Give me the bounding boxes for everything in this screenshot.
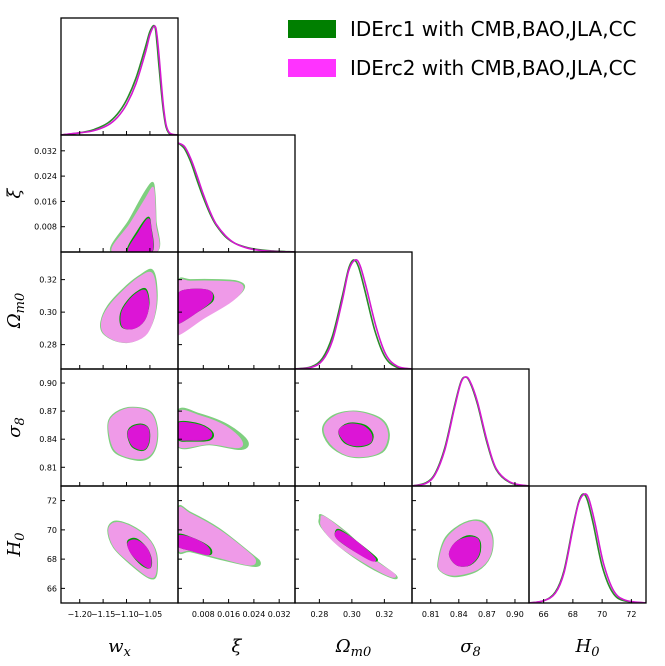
y-tick-label-xi: 0.016	[34, 197, 57, 206]
legend-swatch-iderc1	[288, 20, 336, 38]
y-tick-label-s8: 0.81	[39, 463, 57, 472]
panel-frame	[177, 134, 296, 253]
x-tick-label-wx: −1.05	[138, 610, 163, 619]
y-tick-label-xi: 0.008	[34, 223, 57, 232]
contour-xi-h0	[178, 504, 261, 567]
x-tick-label-wx: −1.20	[67, 610, 92, 619]
x-axis-label-xi: ξ	[232, 636, 243, 657]
contour-wx-s8	[107, 406, 159, 461]
marginal-curve-s8-iderc1	[412, 376, 529, 486]
y-tick-label-om: 0.32	[39, 276, 57, 285]
contour-inner-iderc2	[448, 536, 481, 567]
legend: IDErc1 with CMB,BAO,JLA,CC IDErc2 with C…	[288, 14, 637, 92]
x-axis-label-om: Ωm0	[335, 636, 372, 660]
y-tick-label-h0: 72	[47, 497, 57, 506]
x-tick-label-h0: 68	[568, 610, 578, 619]
x-tick-label-xi: 0.032	[268, 610, 291, 619]
contour-wx-xi	[109, 181, 161, 252]
marginal-curve-wx-iderc2	[61, 25, 178, 135]
x-tick-label-om: 0.32	[375, 610, 393, 619]
y-tick-label-s8: 0.84	[39, 435, 57, 444]
marginal-curve-h0-iderc2	[529, 493, 646, 603]
x-tick-label-xi: 0.016	[217, 610, 240, 619]
x-tick-label-wx: −1.10	[114, 610, 139, 619]
y-axis-label-om: Ωm0	[4, 293, 28, 330]
marginal-s8	[412, 376, 529, 486]
marginal-curve-om-iderc1	[295, 259, 412, 369]
x-tick-label-xi: 0.024	[242, 610, 265, 619]
marginal-curve-h0-iderc1	[529, 493, 646, 603]
contour-inner-iderc2	[338, 423, 373, 447]
y-tick-label-xi: 0.032	[34, 147, 57, 156]
y-tick-label-s8: 0.90	[39, 379, 57, 388]
y-tick-label-s8: 0.87	[39, 407, 57, 416]
legend-entry-iderc1: IDErc1 with CMB,BAO,JLA,CC	[288, 14, 637, 44]
legend-swatch-iderc2	[288, 59, 336, 77]
contour-inner-iderc2	[334, 530, 377, 562]
marginal-curve-s8-iderc2	[412, 376, 529, 486]
legend-label-iderc1: IDErc1 with CMB,BAO,JLA,CC	[350, 17, 637, 41]
y-tick-label-om: 0.30	[39, 308, 57, 317]
x-tick-label-xi: 0.008	[192, 610, 215, 619]
legend-label-iderc2: IDErc2 with CMB,BAO,JLA,CC	[350, 56, 637, 80]
marginal-h0	[529, 493, 646, 603]
contour-s8-h0	[437, 519, 494, 578]
y-tick-label-h0: 68	[47, 555, 57, 564]
contour-inner-iderc2	[127, 424, 150, 451]
x-axis-label-h0: H0	[575, 636, 600, 660]
marginal-xi	[178, 142, 295, 252]
marginal-om	[295, 258, 412, 369]
y-axis-label-xi: ξ	[4, 187, 25, 198]
x-tick-label-h0: 72	[626, 610, 636, 619]
contour-xi-s8	[178, 407, 249, 451]
contour-inner-iderc2	[178, 534, 211, 556]
marginal-curve-xi-iderc1	[178, 142, 295, 252]
marginal-wx	[61, 24, 178, 135]
x-tick-label-s8: 0.81	[422, 610, 440, 619]
y-tick-label-h0: 66	[47, 584, 57, 593]
x-tick-label-om: 0.30	[343, 610, 361, 619]
contour-inner-iderc2	[127, 539, 152, 569]
marginal-curve-xi-iderc2	[178, 142, 295, 252]
contour-om-s8	[321, 410, 390, 459]
panel-frame	[294, 251, 413, 370]
x-tick-label-s8: 0.87	[478, 610, 496, 619]
x-axis-label-wx: wx	[108, 636, 131, 660]
contour-inner-iderc2	[120, 289, 150, 330]
y-tick-label-om: 0.28	[39, 341, 57, 350]
contour-inner-iderc2	[127, 218, 154, 252]
x-tick-label-s8: 0.90	[506, 610, 524, 619]
contour-wx-h0	[107, 520, 159, 580]
x-tick-label-h0: 66	[539, 610, 549, 619]
x-tick-label-s8: 0.84	[450, 610, 468, 619]
y-axis-label-h0: H0	[4, 533, 28, 558]
contour-inner-iderc2	[178, 421, 213, 441]
x-tick-label-wx: −1.15	[91, 610, 116, 619]
x-tick-label-om: 0.28	[310, 610, 328, 619]
x-tick-label-h0: 70	[597, 610, 607, 619]
contour-wx-om	[99, 268, 158, 343]
contour-xi-om	[178, 277, 246, 336]
marginal-curve-om-iderc2	[295, 258, 412, 369]
y-axis-label-s8: σ8	[4, 417, 28, 438]
y-tick-label-h0: 70	[47, 526, 57, 535]
panel-frame	[411, 368, 530, 487]
y-tick-label-xi: 0.024	[34, 172, 57, 181]
legend-entry-iderc2: IDErc2 with CMB,BAO,JLA,CC	[288, 53, 637, 83]
x-axis-label-s8: σ8	[460, 636, 481, 660]
panel-frame	[528, 485, 647, 604]
contour-om-h0	[318, 513, 398, 580]
